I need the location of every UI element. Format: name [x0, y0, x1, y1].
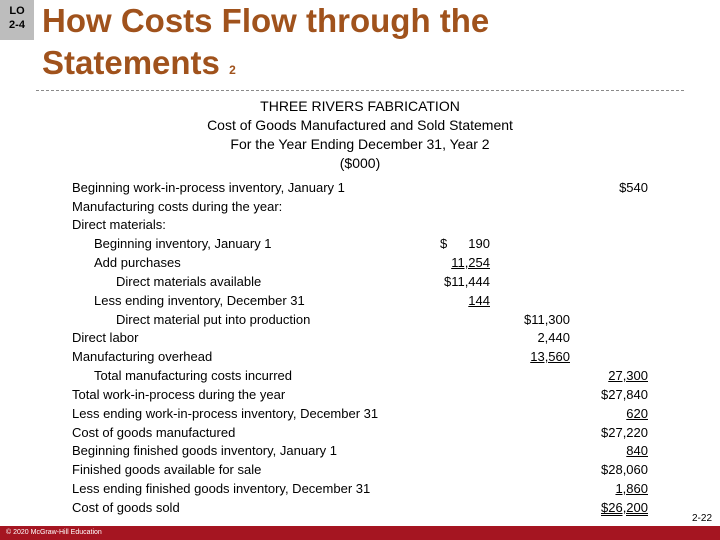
statement-name: Cost of Goods Manufactured and Sold Stat…: [207, 117, 513, 133]
total-mfg-costs-value: 27,300: [608, 368, 648, 383]
line-label: Manufacturing overhead: [72, 349, 213, 364]
statement-period: For the Year Ending December 31, Year 2: [230, 136, 490, 152]
line-label: Direct materials available: [116, 274, 262, 289]
line-label: Cost of goods sold: [72, 500, 180, 515]
lo-label: LO: [9, 5, 25, 17]
line-label: Finished goods available for sale: [72, 462, 262, 477]
line-label: Beginning finished goods inventory, Janu…: [72, 443, 337, 458]
lo-number: 2-4: [9, 19, 25, 31]
line-label: Direct materials:: [72, 217, 166, 232]
line-label: Total work-in-process during the year: [72, 387, 286, 402]
beginning-wip-value: $540: [619, 180, 648, 195]
line-label: Cost of goods manufactured: [72, 425, 236, 440]
slide-title: How Costs Flow through the Statements 2: [42, 0, 489, 91]
line-label: Beginning work-in-process inventory, Jan…: [72, 180, 345, 195]
dm-ending-inventory-value: 144: [468, 293, 490, 308]
line-label: Total manufacturing costs incurred: [94, 368, 292, 383]
total-wip-value: $27,840: [601, 387, 648, 402]
purchases-value: 11,254: [451, 255, 490, 270]
line-label: Direct labor: [72, 330, 139, 345]
line-label: Manufacturing costs during the year:: [72, 199, 283, 214]
ending-wip-value: 620: [626, 406, 648, 421]
direct-labor-value: 2,440: [537, 330, 570, 345]
slide-title-line1: How Costs Flow through the: [42, 2, 490, 39]
statement-unit: ($000): [339, 155, 381, 171]
line-label: Direct material put into production: [116, 312, 311, 327]
line-label: Add purchases: [94, 255, 181, 270]
slide-number: 2-22: [691, 513, 712, 524]
dm-available-value: $11,444: [443, 274, 490, 289]
line-label: Less ending work-in-process inventory, D…: [72, 406, 379, 421]
overhead-value: 13,560: [530, 349, 570, 364]
fg-available-value: $28,060: [601, 462, 648, 477]
line-label: Beginning inventory, January 1: [94, 236, 272, 251]
slide-title-suffix: 2: [229, 63, 236, 77]
line-label: Less ending inventory, December 31: [94, 293, 305, 308]
copyright: © 2020 McGraw-Hill Education: [6, 529, 102, 536]
dm-beginning-inventory-value: $190: [440, 236, 490, 251]
line-label: Less ending finished goods inventory, De…: [72, 481, 371, 496]
slide-title-line2: Statements: [42, 44, 220, 81]
footer-bar: © 2020 McGraw-Hill Education: [0, 526, 720, 540]
dollar-sign: $: [440, 236, 448, 251]
cogs-value: $26,200: [601, 500, 648, 515]
dm-used-value: $11,300: [523, 312, 570, 327]
ending-fg-value: 1,860: [615, 481, 648, 496]
beginning-fg-value: 840: [626, 443, 648, 458]
company-name: THREE RIVERS FABRICATION: [260, 98, 460, 114]
dashed-divider: [36, 90, 684, 91]
cogm-value: $27,220: [601, 425, 648, 440]
lo-badge: LO 2-4: [0, 0, 34, 40]
